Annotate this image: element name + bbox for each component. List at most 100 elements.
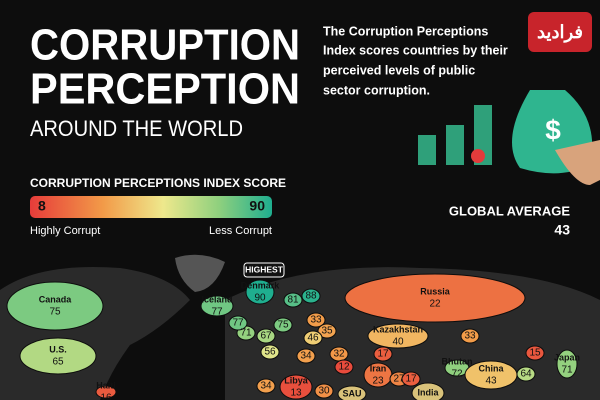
country-region bbox=[256, 378, 276, 394]
country-score: 64 bbox=[520, 369, 532, 380]
country-score: 32 bbox=[333, 349, 345, 360]
country-score: 30 bbox=[318, 386, 330, 397]
description-line: sector corruption. bbox=[323, 83, 430, 97]
country-region bbox=[306, 312, 326, 328]
logo: فرادید bbox=[537, 22, 583, 43]
country-region bbox=[344, 273, 526, 323]
country-region bbox=[334, 359, 354, 375]
country-score: 77 bbox=[232, 318, 244, 329]
country-region bbox=[314, 383, 334, 399]
country-score: 77 bbox=[211, 307, 223, 318]
country-region bbox=[260, 344, 280, 360]
country-score: 46 bbox=[307, 333, 319, 344]
country-region bbox=[245, 279, 275, 305]
country-score: 22 bbox=[429, 299, 441, 310]
country-score: 88 bbox=[305, 291, 317, 302]
country-region bbox=[373, 346, 393, 362]
country-region bbox=[200, 295, 234, 317]
global-average-value: 43 bbox=[554, 222, 570, 238]
country-score: 81 bbox=[287, 295, 299, 306]
country-region bbox=[556, 349, 578, 379]
country-name: Iran bbox=[370, 363, 387, 373]
country-score: 12 bbox=[338, 362, 350, 373]
country-score: 33 bbox=[464, 331, 476, 342]
country-region bbox=[283, 292, 303, 308]
country-name: Libya bbox=[284, 375, 309, 385]
country-score: 16 bbox=[100, 393, 112, 400]
country-region bbox=[337, 385, 367, 400]
country-score: 15 bbox=[529, 348, 541, 359]
country-region bbox=[367, 323, 429, 349]
country-score: 34 bbox=[300, 351, 312, 362]
country-score: 75 bbox=[49, 307, 61, 318]
country-name: Haiti bbox=[96, 380, 116, 390]
country-score: 35 bbox=[321, 326, 333, 337]
country-region bbox=[279, 374, 313, 400]
country-score: 71 bbox=[240, 328, 252, 339]
country-name: Iceland bbox=[201, 294, 232, 304]
country-region bbox=[19, 337, 97, 375]
country-name: India bbox=[417, 387, 439, 397]
country-score: 34 bbox=[260, 381, 272, 392]
map-regions bbox=[6, 273, 578, 400]
logo-box bbox=[528, 12, 592, 52]
country-name: Canada bbox=[39, 294, 73, 304]
subtitle: AROUND THE WORLD bbox=[30, 116, 243, 141]
title-line: PERCEPTION bbox=[30, 65, 300, 114]
highlight-tag: HIGHEST bbox=[245, 264, 284, 274]
legend-max: 90 bbox=[249, 198, 265, 214]
title-line: CORRUPTION bbox=[30, 21, 300, 70]
country-name: U.S. bbox=[49, 344, 67, 354]
money-illustration: $ bbox=[418, 90, 600, 185]
country-score: 65 bbox=[52, 357, 64, 368]
country-score: 23 bbox=[372, 376, 384, 387]
country-region bbox=[296, 348, 316, 364]
country-name: Japan bbox=[554, 352, 580, 362]
country-region bbox=[516, 366, 536, 382]
country-name: Russia bbox=[420, 286, 451, 296]
legend-low-label: Highly Corrupt bbox=[30, 225, 100, 237]
country-score: 40 bbox=[392, 337, 404, 348]
country-score: 27 bbox=[393, 374, 405, 385]
country-region bbox=[228, 315, 248, 331]
country-name: SAU bbox=[342, 388, 361, 398]
country-score: 72 bbox=[451, 369, 463, 380]
description-line: Index scores countries by their bbox=[323, 43, 508, 57]
country-region bbox=[317, 323, 337, 339]
global-average-label: GLOBAL AVERAGE bbox=[449, 203, 570, 218]
legend-title: CORRUPTION PERCEPTIONS INDEX SCORE bbox=[30, 176, 286, 190]
map-labels: Canada 75 U.S. 65 Haiti 16 Iceland 77 Denmark 90 R… bbox=[39, 280, 580, 400]
country-name: Bhutan bbox=[442, 356, 473, 366]
legend-bar bbox=[30, 196, 272, 218]
highlight-tag-box bbox=[243, 262, 285, 278]
country-region bbox=[95, 385, 117, 399]
country-score: 67 bbox=[260, 331, 272, 342]
country-region bbox=[460, 328, 480, 344]
country-score: 90 bbox=[254, 293, 266, 304]
country-name: Denmark bbox=[241, 280, 281, 290]
country-score: 56 bbox=[264, 347, 276, 358]
country-region bbox=[401, 371, 421, 387]
dollar-sign: $ bbox=[545, 114, 561, 145]
country-score: 43 bbox=[485, 376, 497, 387]
country-score: 17 bbox=[377, 349, 389, 360]
country-name: China bbox=[478, 363, 504, 373]
country-name: Kazakhstan bbox=[373, 324, 423, 334]
country-region bbox=[301, 288, 321, 304]
country-score: 71 bbox=[561, 365, 573, 376]
legend-min: 8 bbox=[38, 198, 46, 214]
country-region bbox=[273, 317, 293, 333]
country-region bbox=[256, 328, 276, 344]
country-score: 13 bbox=[290, 388, 302, 399]
country-score: 17 bbox=[405, 374, 417, 385]
country-score: 33 bbox=[310, 315, 322, 326]
country-region bbox=[411, 382, 445, 400]
country-region bbox=[525, 345, 545, 361]
description-line: The Corruption Perceptions bbox=[323, 24, 488, 38]
legend-high-label: Less Corrupt bbox=[209, 225, 272, 237]
country-score: 75 bbox=[277, 320, 289, 331]
description-line: perceived levels of public bbox=[323, 63, 475, 77]
country-region bbox=[6, 281, 104, 331]
country-region bbox=[303, 330, 323, 346]
